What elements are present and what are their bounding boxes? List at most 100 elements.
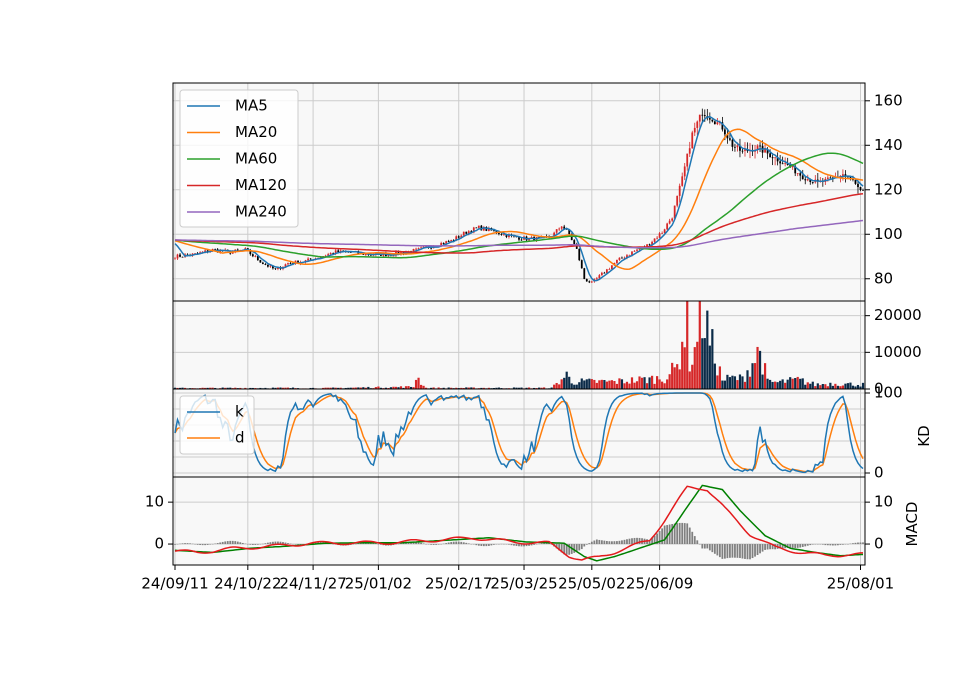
volume-bar <box>555 382 558 389</box>
candle-body <box>284 264 287 267</box>
volume-bar <box>244 387 247 389</box>
macd-osc-bar <box>186 543 189 545</box>
volume-bar <box>181 387 184 389</box>
volume-bar <box>718 366 721 389</box>
volume-bar <box>726 374 729 389</box>
candle-body <box>329 253 332 255</box>
candle-body <box>369 254 372 256</box>
volume-bar <box>789 377 792 389</box>
macd-osc-bar <box>357 543 360 545</box>
macd-osc-bar <box>518 544 520 547</box>
macd-osc-bar <box>801 544 804 547</box>
macd-osc-bar <box>824 544 827 546</box>
macd-osc-bar <box>829 544 832 546</box>
candle-body <box>666 223 669 230</box>
macd-osc-bar <box>209 544 212 545</box>
volume-bar <box>595 382 598 389</box>
macd-osc-bar <box>279 541 282 545</box>
macd-dif-line <box>174 485 863 561</box>
candle-body <box>698 114 701 122</box>
volume-bar <box>731 375 734 389</box>
candle-body <box>256 256 259 261</box>
candle-body <box>636 249 638 251</box>
candle-body <box>505 233 508 237</box>
candle-body <box>638 248 641 250</box>
macd-osc-bar <box>573 544 576 553</box>
volume-bar <box>683 347 686 389</box>
candle-body <box>703 115 706 117</box>
candle-body <box>623 257 626 259</box>
macd-osc-bar <box>663 525 666 545</box>
macd-osc-bar <box>769 544 771 550</box>
candle-body <box>776 157 779 162</box>
volume-bar <box>811 381 814 389</box>
candle-body <box>555 229 558 233</box>
candle-body <box>811 182 814 183</box>
volume-bar <box>357 387 360 389</box>
volume-bar <box>753 363 757 389</box>
volume-bar <box>276 387 280 389</box>
volume-bar <box>663 383 666 389</box>
volume-panel: 0 10000 20000 <box>172 300 922 398</box>
volume-bar <box>409 386 413 389</box>
volume-bar <box>839 386 842 389</box>
macd-osc-bar <box>706 544 709 549</box>
volume-bar <box>851 385 855 389</box>
macd-osc-bar <box>686 523 689 545</box>
volume-bar <box>691 364 694 389</box>
volume-bar <box>206 387 209 389</box>
macd-osc-bar <box>811 544 814 545</box>
macd-osc-bar <box>789 544 792 548</box>
candle-body <box>723 129 726 135</box>
candle-body <box>422 246 425 248</box>
candle-body <box>791 166 794 168</box>
candle-body <box>261 262 264 264</box>
volume-bar <box>708 345 711 389</box>
macd-osc-bar <box>563 544 566 555</box>
volume-bar <box>816 383 819 389</box>
volume-bar <box>349 387 352 389</box>
candle-body <box>708 118 711 120</box>
volume-bar <box>585 379 588 389</box>
macd-osc-bar <box>857 542 859 545</box>
volume-bar <box>204 387 207 389</box>
candle-body <box>590 281 593 283</box>
volume-bar <box>249 387 252 389</box>
kd-panel: 0 100 kd KD <box>172 384 933 482</box>
volume-bar <box>613 381 616 389</box>
volume-bar <box>630 377 634 389</box>
candle-body <box>430 247 433 249</box>
macd-osc-bar <box>452 541 455 545</box>
candle-body <box>487 228 490 231</box>
candle-body <box>779 161 782 164</box>
volume-bar <box>472 387 475 389</box>
volume-bar <box>605 381 608 389</box>
candle-body <box>508 234 510 237</box>
candle-body <box>605 269 608 274</box>
volume-bar <box>794 378 797 389</box>
macd-osc-bar <box>455 541 458 545</box>
volume-bar <box>558 384 561 389</box>
volume-bar <box>214 387 217 389</box>
candle-body <box>470 231 473 233</box>
volume-bar <box>656 376 659 389</box>
macd-osc-bar <box>804 544 807 547</box>
candle-body <box>264 263 267 265</box>
volume-bar <box>455 387 458 389</box>
macd-osc-bar <box>241 542 244 545</box>
candle-body <box>219 250 222 253</box>
macd-osc-bar <box>196 544 199 545</box>
volume-bar <box>668 374 671 389</box>
candle-body <box>859 187 862 190</box>
macd-osc-bar <box>548 542 551 545</box>
volume-bar <box>716 375 719 389</box>
candle-body <box>857 183 859 188</box>
volume-bar <box>447 387 450 389</box>
candle-body <box>731 139 734 147</box>
macd-osc-bar <box>224 541 227 545</box>
macd-osc-bar <box>701 544 704 549</box>
volume-bar <box>399 386 403 389</box>
macd-osc-bar <box>703 544 706 549</box>
candle-body <box>392 255 395 257</box>
macd-osc-bar <box>485 544 488 547</box>
